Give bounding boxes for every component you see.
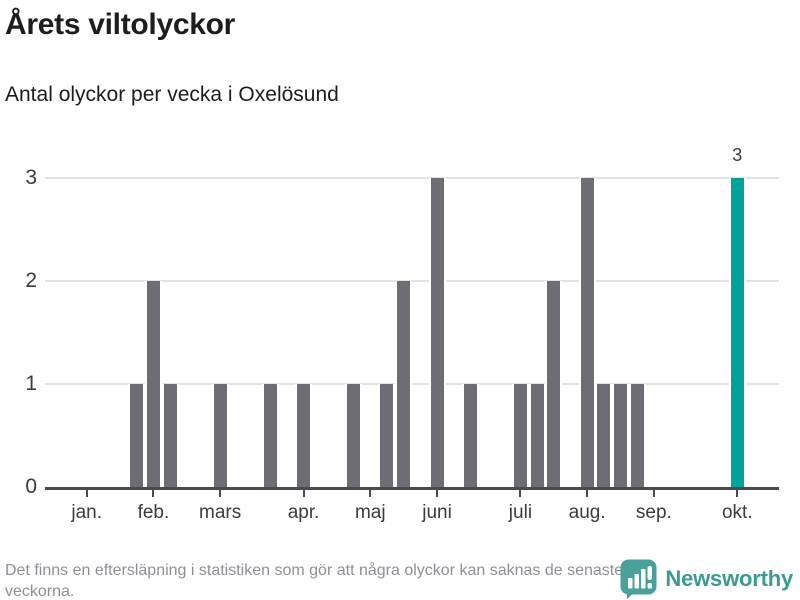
y-axis-tick-label: 2 bbox=[25, 269, 37, 292]
bar-week-35 bbox=[612, 384, 630, 487]
plot-area: 3 jan. feb. mars apr. maj juni juli aug. sep. okt. bbox=[45, 145, 779, 523]
x-axis-tick bbox=[586, 490, 589, 497]
bar-week-26 bbox=[461, 384, 479, 487]
x-axis-month-label: mars bbox=[199, 502, 242, 523]
bar-week-8 bbox=[161, 384, 179, 487]
x-axis-month-label: feb. bbox=[137, 502, 170, 523]
x-axis-tick bbox=[369, 490, 372, 497]
bar-week-14 bbox=[261, 384, 279, 487]
y-axis-tick-label: 0 bbox=[25, 475, 37, 498]
highlight-value-label: 3 bbox=[732, 145, 743, 165]
y-axis-tick-label: 3 bbox=[25, 166, 37, 189]
bar-week-30 bbox=[528, 384, 546, 487]
newsworthy-logo: Newsworthy bbox=[620, 559, 793, 599]
bar-week-31 bbox=[545, 281, 563, 487]
bar-week-22 bbox=[395, 281, 413, 487]
x-axis-tick bbox=[302, 490, 305, 497]
x-axis-tick bbox=[736, 490, 739, 497]
bar-week-19 bbox=[345, 384, 363, 487]
bar-week-11 bbox=[211, 384, 229, 487]
x-axis-month-label: okt. bbox=[721, 502, 753, 523]
bar-week-7 bbox=[144, 281, 162, 487]
x-axis-tick bbox=[152, 490, 155, 497]
bar-week-29 bbox=[511, 384, 529, 487]
x-axis-tick bbox=[219, 490, 222, 497]
x-axis-tick bbox=[85, 490, 88, 497]
bar-week-21 bbox=[378, 384, 396, 487]
x-axis-month-label: apr. bbox=[287, 502, 320, 523]
y-axis-tick-label: 1 bbox=[25, 372, 37, 395]
bar-week-36 bbox=[628, 384, 646, 487]
x-axis-tick bbox=[519, 490, 522, 497]
newsworthy-bubble-chart-icon bbox=[620, 559, 657, 599]
x-axis-month-label: jan. bbox=[71, 502, 103, 523]
x-axis-month-label: juni bbox=[422, 502, 452, 523]
bar-week-24 bbox=[428, 178, 446, 487]
gridline bbox=[45, 177, 779, 179]
x-axis-month-label: maj bbox=[354, 502, 386, 523]
footnote: Det finns en eftersläpning i statistiken… bbox=[5, 562, 624, 600]
x-axis-tick bbox=[436, 490, 439, 497]
bar-week-16 bbox=[295, 384, 313, 487]
bar-week-42 bbox=[728, 178, 746, 487]
x-axis-month-label: aug. bbox=[568, 502, 606, 523]
chart-title: Årets viltolyckor bbox=[5, 8, 235, 41]
x-axis-tick bbox=[652, 490, 655, 497]
x-axis-month-label: juli bbox=[508, 502, 533, 523]
bar-week-6 bbox=[128, 384, 146, 487]
bar-week-33 bbox=[578, 178, 596, 487]
newsworthy-wordmark: Newsworthy bbox=[665, 566, 793, 591]
bar-week-34 bbox=[595, 384, 613, 487]
chart-subtitle: Antal olyckor per vecka i Oxelösund bbox=[5, 83, 339, 106]
x-axis-month-label: sep. bbox=[635, 502, 672, 523]
